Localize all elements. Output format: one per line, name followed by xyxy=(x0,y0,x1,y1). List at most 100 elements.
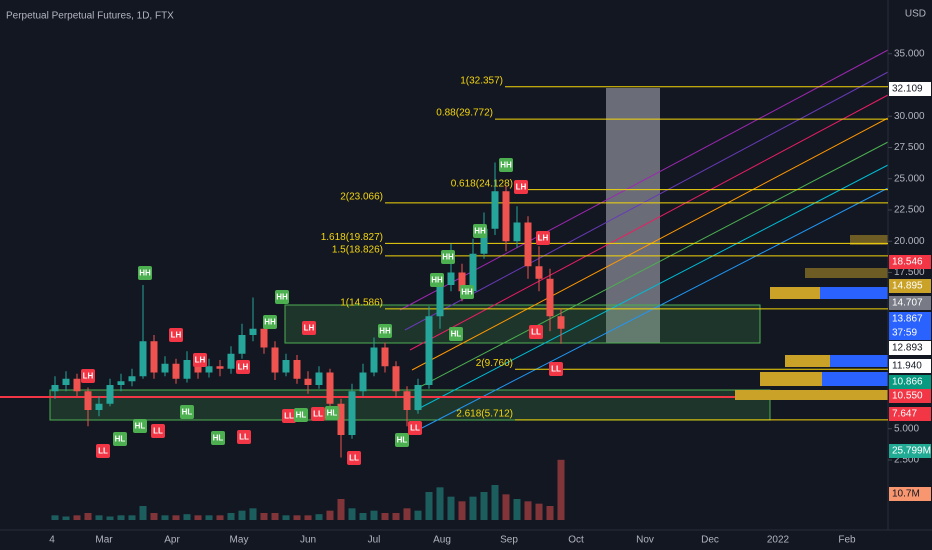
candle-body xyxy=(150,341,158,373)
candle-body xyxy=(161,363,169,373)
volume-bar xyxy=(469,496,477,520)
candle-body xyxy=(392,366,400,392)
candle-body xyxy=(172,363,180,379)
pivot-label: LL xyxy=(349,454,359,463)
fib-label: 2.618(5.712) xyxy=(456,408,513,419)
volume-bar xyxy=(238,510,246,520)
pivot-label: LH xyxy=(195,356,206,365)
pivot-box xyxy=(169,328,183,342)
pivot-box xyxy=(180,405,194,419)
price-badge xyxy=(889,487,931,501)
y-tick-label: 17.500 xyxy=(894,267,925,278)
pivot-label: HH xyxy=(461,288,473,297)
volume-bar xyxy=(205,515,213,520)
fib-label: 0.618(24.128) xyxy=(451,178,513,189)
volume-bar xyxy=(95,515,103,520)
pivot-box xyxy=(294,408,308,422)
y-tick-label: 35.000 xyxy=(894,48,925,59)
price-badge-label: 37:59 xyxy=(892,328,917,339)
candle-body xyxy=(117,381,125,385)
volume-bar xyxy=(139,506,147,520)
price-badge xyxy=(889,326,931,340)
candle-body xyxy=(480,228,488,254)
x-tick-label: Nov xyxy=(636,535,654,546)
pivot-box xyxy=(347,451,361,465)
pivot-box xyxy=(275,290,289,304)
fib-label: 1.618(19.827) xyxy=(321,232,383,243)
candle-body xyxy=(62,378,70,385)
candle-body xyxy=(205,366,213,373)
pivot-box xyxy=(430,273,444,287)
zone xyxy=(284,304,761,344)
pitchfork-line xyxy=(415,164,889,411)
volume-bar xyxy=(216,515,224,520)
price-badge xyxy=(889,82,931,96)
volume-bar xyxy=(381,513,389,520)
price-badge-label: 18.546 xyxy=(892,257,923,268)
volume-bar xyxy=(370,510,378,520)
pivot-box xyxy=(408,421,422,435)
price-badge xyxy=(889,341,931,355)
volume-bar xyxy=(293,515,301,520)
pivot-box xyxy=(514,180,528,194)
candle-body xyxy=(293,360,301,379)
volume-bar xyxy=(436,487,444,520)
x-tick-label: Apr xyxy=(164,535,180,546)
pivot-label: LH xyxy=(83,372,94,381)
price-badge-label: 32.109 xyxy=(892,84,923,95)
pivot-label: LL xyxy=(153,427,163,436)
fib-label: 1.5(18.826) xyxy=(332,245,383,256)
volume-profile xyxy=(850,235,888,245)
y-tick-label: 20.000 xyxy=(894,236,925,247)
pivot-box xyxy=(113,432,127,446)
x-tick-label: Mar xyxy=(95,535,113,546)
pivot-label: LL xyxy=(239,433,249,442)
volume-profile xyxy=(820,287,888,299)
candle-body xyxy=(403,391,411,410)
chart-title: Perpetual Perpetual Futures, 1D, FTX xyxy=(6,11,174,22)
pitchfork-line xyxy=(404,71,889,331)
volume-bar xyxy=(227,513,235,520)
volume-bar xyxy=(271,513,279,520)
candle-body xyxy=(304,378,312,385)
price-badge xyxy=(889,255,931,269)
price-badge-label: 7.647 xyxy=(892,409,917,420)
pivot-label: HL xyxy=(213,434,224,443)
pivot-label: HH xyxy=(264,318,276,327)
pivot-label: LL xyxy=(313,410,323,419)
price-badge-label: 14.707 xyxy=(892,298,923,309)
volume-bar xyxy=(282,515,290,520)
pivot-box xyxy=(237,430,251,444)
candle-body xyxy=(436,285,444,317)
candle-body xyxy=(535,266,543,279)
pitchfork-line xyxy=(411,117,889,371)
volume-bar xyxy=(260,513,268,520)
pivot-label: HL xyxy=(115,435,126,444)
candle-body xyxy=(546,278,554,317)
fib-label: 2(9.760) xyxy=(476,358,513,369)
fib-label: 0.88(29.772) xyxy=(436,108,493,119)
fib-label: 1(32.357) xyxy=(460,75,503,86)
x-tick-label: 2022 xyxy=(767,535,790,546)
volume-bar xyxy=(106,516,114,520)
volume-profile xyxy=(805,268,888,278)
pivot-label: HH xyxy=(379,327,391,336)
pivot-box xyxy=(378,324,392,338)
volume-bar xyxy=(150,513,158,520)
volume-bar xyxy=(502,494,510,520)
volume-bar xyxy=(458,501,466,520)
pivot-box xyxy=(395,433,409,447)
pivot-label: HH xyxy=(139,269,151,278)
pivot-label: LL xyxy=(284,412,294,421)
candle-body xyxy=(227,353,235,369)
currency: USD xyxy=(905,9,926,20)
volume-bar xyxy=(73,515,81,520)
candle-body xyxy=(381,347,389,367)
candle-body xyxy=(73,378,81,392)
price-badge-label: 13.867 xyxy=(892,314,923,325)
x-tick-label: 4 xyxy=(49,535,55,546)
price-badge xyxy=(889,296,931,310)
x-tick-label: May xyxy=(230,535,249,546)
pivot-label: LL xyxy=(98,447,108,456)
pivot-box xyxy=(499,158,513,172)
